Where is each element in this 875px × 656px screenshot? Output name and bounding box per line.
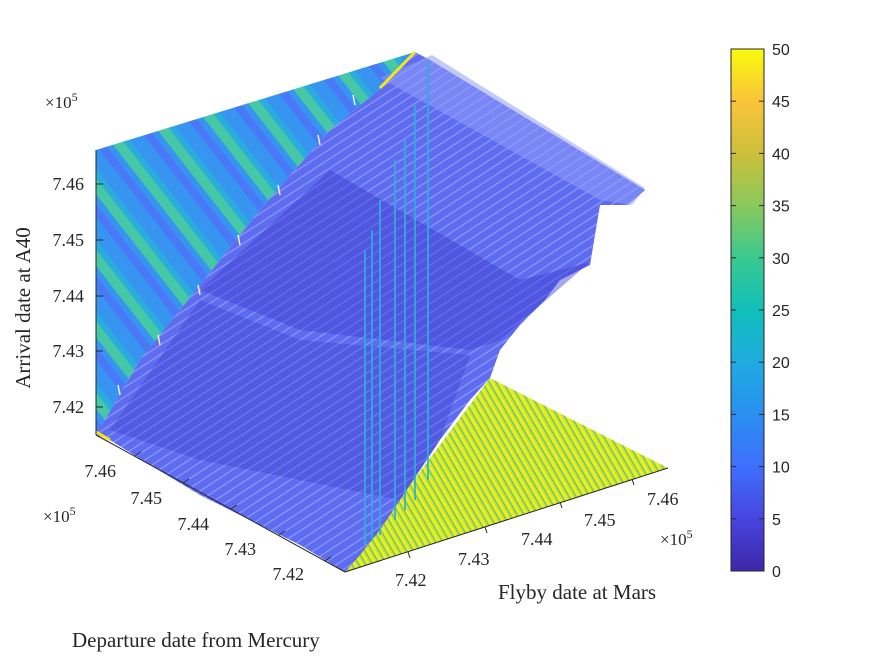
y-axis: 7.42 7.43 7.44 7.45 7.46 ×105 Flyby date… bbox=[395, 478, 693, 604]
surface-main-volume bbox=[96, 52, 645, 572]
colorbar-tick-label: 15 bbox=[772, 407, 790, 424]
y-tick-label: 7.45 bbox=[584, 510, 616, 530]
z-tick-label: 7.46 bbox=[53, 174, 85, 194]
y-tick-label: 7.44 bbox=[521, 529, 553, 549]
x-exponent: ×105 bbox=[43, 504, 76, 526]
z-axis: 7.42 7.43 7.44 7.45 7.46 ×105 Arrival da… bbox=[11, 90, 103, 417]
x-tick-label: 7.43 bbox=[225, 539, 257, 559]
x-tick-label: 7.42 bbox=[273, 564, 305, 584]
surface-ridge-upper bbox=[378, 50, 417, 90]
colorbar-tick-label: 20 bbox=[772, 355, 790, 372]
colorbar-tick-label: 50 bbox=[772, 42, 790, 59]
colorbar-tick-label: 45 bbox=[772, 94, 790, 111]
x-tick-label: 7.46 bbox=[85, 461, 117, 481]
surface-floor bbox=[345, 378, 668, 572]
surface-ridge-lower bbox=[95, 430, 111, 442]
z-tick-label: 7.43 bbox=[53, 341, 85, 361]
surface-plot bbox=[95, 50, 668, 572]
colorbar-tick-label: 30 bbox=[772, 251, 790, 268]
colorbar-tick-label: 35 bbox=[772, 199, 790, 216]
x-axis: 7.46 7.45 7.44 7.43 7.42 ×105 Departure … bbox=[43, 451, 332, 652]
colorbar-tick-label: 0 bbox=[772, 564, 781, 581]
x-tick-label: 7.45 bbox=[131, 488, 163, 508]
z-tick-label: 7.44 bbox=[53, 286, 85, 306]
axes-box bbox=[95, 150, 669, 573]
y-axis-label: Flyby date at Mars bbox=[498, 580, 656, 604]
surface-diagonal-streaks bbox=[117, 94, 356, 396]
colorbar-tick-label: 5 bbox=[772, 512, 781, 529]
z-axis-label: Arrival date at A40 bbox=[11, 227, 35, 389]
z-tick-label: 7.45 bbox=[53, 230, 85, 250]
surface-highlight-band bbox=[380, 55, 645, 205]
y-tick-label: 7.42 bbox=[395, 570, 427, 590]
colorbar-tick-label: 10 bbox=[772, 460, 790, 477]
y-tick-label: 7.46 bbox=[647, 489, 679, 509]
colorbar-ticks: 0 5 10 15 20 25 30 35 40 45 50 bbox=[731, 42, 790, 581]
colorbar-tick-label: 40 bbox=[772, 146, 790, 163]
y-tick-label: 7.43 bbox=[458, 549, 490, 569]
x-tick-label: 7.44 bbox=[178, 514, 210, 534]
x-axis-label: Departure date from Mercury bbox=[72, 628, 320, 652]
z-exponent: ×105 bbox=[45, 90, 78, 112]
colorbar-tick-label: 25 bbox=[772, 303, 790, 320]
colorbar-gradient bbox=[730, 48, 765, 572]
colorbar: 0 5 10 15 20 25 30 35 40 45 50 bbox=[730, 42, 790, 581]
z-tick-label: 7.42 bbox=[53, 397, 85, 417]
y-exponent: ×105 bbox=[660, 527, 693, 549]
surface-back-wall bbox=[96, 52, 415, 435]
surface-spikes bbox=[364, 62, 429, 545]
